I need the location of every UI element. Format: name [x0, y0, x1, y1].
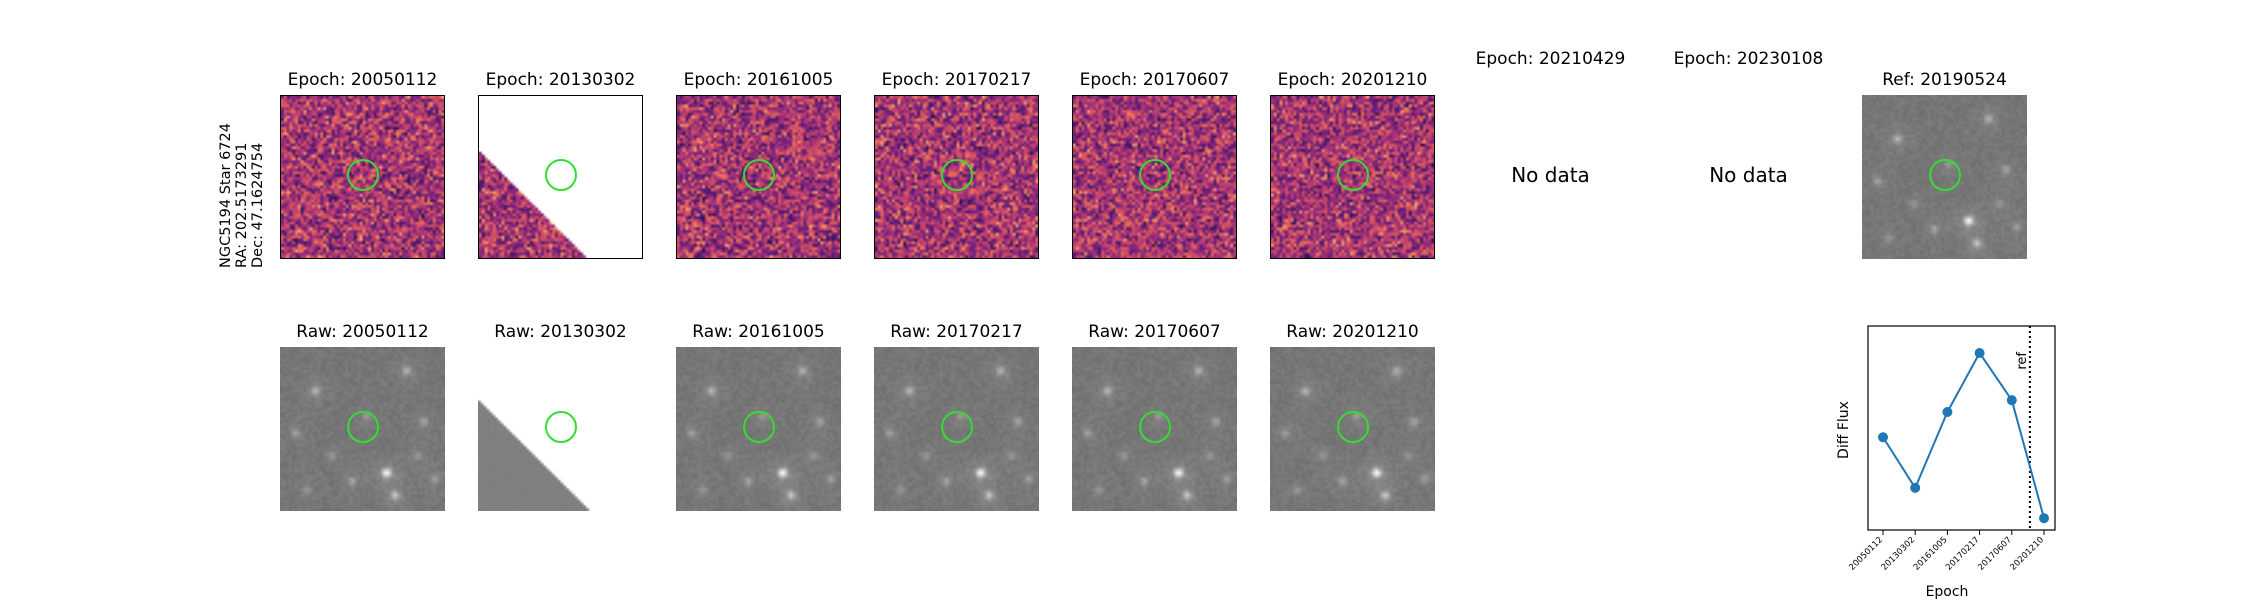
x-tick-label-20050112: 20050112	[1847, 535, 1885, 573]
raw-title-5: Raw: 20170607	[1088, 322, 1221, 342]
data-point-20050112	[1878, 432, 1888, 443]
raw-title-6: Raw: 20201210	[1286, 322, 1419, 342]
data-point-20201210	[2039, 513, 2049, 524]
diff-image-20201210	[1270, 95, 1435, 259]
diff-image-20161005	[676, 95, 841, 259]
raw-image-20130302	[478, 347, 643, 511]
raw-image-20161005	[676, 347, 841, 511]
diff-title-8: Epoch: 20230108	[1673, 49, 1824, 69]
series-line	[1882, 351, 2045, 519]
raw-image-20170217	[874, 347, 1039, 511]
y-axis-label: Diff Flux	[1836, 401, 1852, 459]
x-tick-label-20161005: 20161005	[1912, 535, 1950, 573]
x-tick-label-20170217: 20170217	[1944, 535, 1982, 573]
diff-title-2: Epoch: 20130302	[485, 70, 636, 90]
diff-title-7: Epoch: 20210429	[1475, 49, 1626, 69]
raw-image-20201210	[1270, 347, 1435, 511]
data-point-20130302	[1910, 482, 1921, 493]
no-data-20230108: No data	[1709, 163, 1788, 187]
target-dec: Dec: 47.1624754	[250, 142, 266, 268]
diff-title-3: Epoch: 20161005	[683, 70, 834, 90]
diff-title-1: Epoch: 20050112	[287, 70, 438, 90]
target-label: NGC5194 Star 6724 RA: 202.5173291 Dec: 4…	[218, 108, 266, 268]
diff-image-20170607	[1072, 95, 1237, 259]
plot-frame	[1867, 325, 2056, 531]
x-tick-label-20130302: 20130302	[1880, 535, 1918, 573]
raw-title-2: Raw: 20130302	[494, 322, 627, 342]
data-point-20170217	[1974, 347, 1985, 358]
ref-line-label: ref	[2015, 352, 2030, 370]
data-point-20161005	[1942, 406, 1953, 417]
x-axis-label: Epoch	[1926, 584, 1969, 600]
light-curve-chart: Diff Flux Epoch ref 20050112 20130302 20161…	[1830, 320, 2060, 600]
target-ra: RA: 202.5173291	[234, 142, 250, 268]
diff-title-6: Epoch: 20201210	[1277, 70, 1428, 90]
ref-title: Ref: 20190524	[1882, 70, 2007, 90]
diff-image-20050112	[280, 95, 445, 259]
data-point-20170607	[2006, 395, 2017, 406]
no-data-20210429: No data	[1511, 163, 1590, 187]
x-tick-label-20201210: 20201210	[2008, 535, 2046, 573]
diff-title-5: Epoch: 20170607	[1079, 70, 1230, 90]
ref-image	[1862, 95, 2027, 259]
x-tick-label-20170607: 20170607	[1976, 535, 2014, 573]
raw-title-1: Raw: 20050112	[296, 322, 429, 342]
light-curve-svg: Diff Flux Epoch ref 200501122013030220161…	[1836, 325, 2056, 600]
raw-title-4: Raw: 20170217	[890, 322, 1023, 342]
target-name: NGC5194 Star 6724	[218, 123, 234, 268]
diff-title-4: Epoch: 20170217	[881, 70, 1032, 90]
raw-image-20170607	[1072, 347, 1237, 511]
raw-image-20050112	[280, 347, 445, 511]
diff-image-20170217	[874, 95, 1039, 259]
diff-image-20130302	[478, 95, 643, 259]
raw-title-3: Raw: 20161005	[692, 322, 825, 342]
